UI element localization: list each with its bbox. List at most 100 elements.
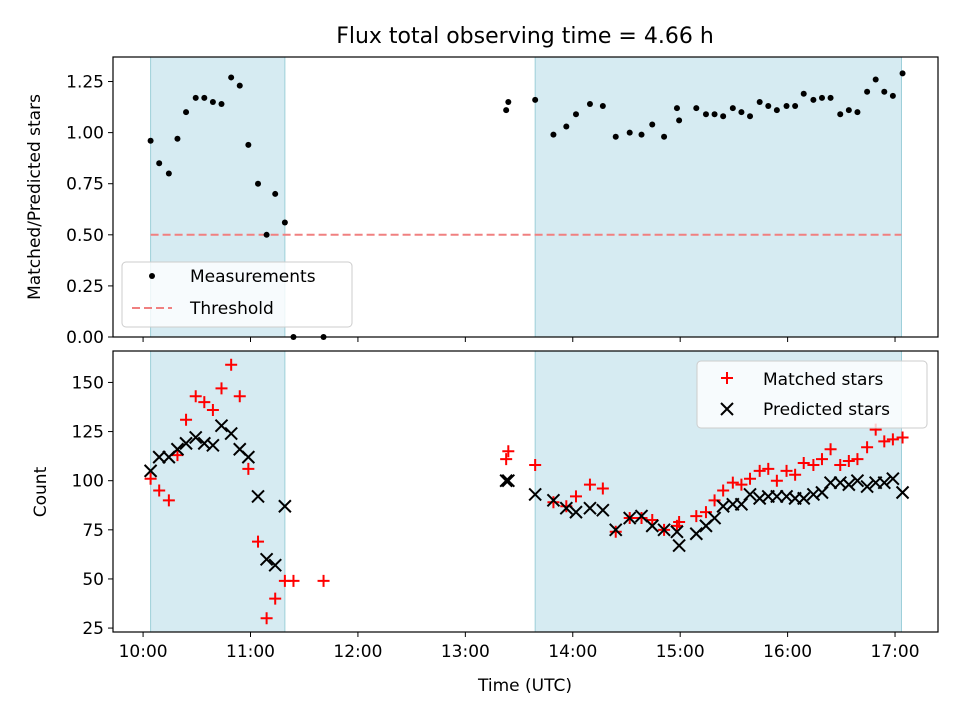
x-tick-label: 16:00 — [763, 642, 812, 662]
matched-stars-point — [171, 449, 184, 462]
measurements-point — [720, 113, 727, 120]
measurements-point — [783, 103, 790, 110]
measurements-point — [702, 111, 709, 118]
y-tick-label: 100 — [72, 472, 104, 492]
predicted-stars-point — [241, 450, 256, 464]
ratio-legend-box — [121, 261, 353, 328]
measurements-point — [192, 94, 199, 101]
matched-stars-point — [896, 431, 909, 444]
matched-stars-point — [500, 453, 513, 466]
measurements-point — [864, 88, 871, 95]
count-panel-frame — [112, 350, 939, 633]
predicted-stars-point — [622, 511, 637, 525]
matched-stars-point — [635, 512, 648, 525]
matched-stars-point — [673, 515, 686, 528]
x-tick-label: 12:00 — [333, 642, 382, 662]
x-tick-label: 15:00 — [656, 642, 705, 662]
predicted-stars-point — [609, 523, 623, 537]
matched-stars-point — [609, 525, 622, 538]
measurements-point — [183, 109, 190, 116]
matched-stars-point — [851, 453, 864, 466]
predicted-stars-point — [569, 505, 583, 519]
predicted-stars-point — [850, 473, 865, 488]
predicted-stars-point — [743, 487, 757, 502]
matched-stars-point — [569, 490, 582, 503]
measurements-point — [756, 98, 763, 105]
y-tick-label: 0.75 — [66, 175, 104, 195]
predicted-stars-point — [501, 473, 516, 488]
y-tick-label: 0.25 — [66, 277, 104, 297]
matched-stars-point — [206, 403, 219, 416]
predicted-stars-point — [143, 464, 158, 478]
matched-stars-point — [834, 458, 847, 471]
legend-matched-label: Matched stars — [763, 370, 883, 390]
measurements-point — [201, 94, 208, 101]
predicted-stars-point — [895, 485, 910, 500]
matched-stars-point — [317, 574, 330, 587]
legend-predicted-label: Predicted stars — [763, 400, 890, 420]
legend-threshold-label: Threshold — [189, 299, 274, 319]
ratio-panel: 0.00 0.25 0.50 0.75 1.00 1.25 Matched/Predict… — [25, 56, 939, 348]
measurements-point — [209, 98, 216, 105]
predicted-stars-point — [596, 503, 610, 517]
matched-stars-point — [144, 472, 157, 485]
measurements-point — [586, 101, 593, 108]
x-tick-label: 10:00 — [119, 642, 168, 662]
measurements-point — [827, 94, 834, 101]
measurements-point — [676, 117, 683, 124]
matched-stars-point — [287, 574, 300, 587]
x-tick-label: 11:00 — [226, 642, 275, 662]
measurements-point — [729, 105, 736, 112]
matched-stars-point — [252, 535, 265, 548]
predicted-stars-point — [278, 499, 292, 513]
measurements-point — [255, 180, 262, 187]
y-tick-label: 150 — [72, 373, 104, 393]
predicted-stars-point — [170, 442, 185, 456]
measurements-point — [845, 107, 852, 114]
y-tick-label: 1.00 — [66, 124, 104, 144]
matched-stars-point — [233, 390, 246, 403]
matched-stars-point — [824, 443, 837, 456]
matched-stars-point — [180, 413, 193, 426]
measurements-point — [872, 76, 879, 83]
predicted-stars-point — [546, 493, 561, 508]
predicted-stars-point — [634, 509, 649, 523]
measurements-point — [156, 160, 163, 167]
measurements-point — [550, 131, 557, 138]
matched-stars-point — [162, 494, 175, 507]
measurements-point — [711, 111, 718, 118]
predicted-stars-point — [583, 501, 597, 515]
legend-matched-marker — [721, 372, 733, 384]
shaded-interval — [150, 350, 286, 633]
matched-stars-point — [726, 476, 739, 489]
measurements-point — [889, 92, 896, 99]
predicted-stars-point — [689, 527, 704, 541]
measurements-point — [147, 137, 154, 144]
matched-stars-point — [242, 462, 255, 475]
predicted-stars-point — [206, 438, 220, 453]
ratio-y-axis-label: Matched/Predicted stars — [25, 94, 45, 300]
predicted-stars-point — [886, 472, 900, 486]
y-tick-label: 50 — [82, 570, 104, 590]
matched-stars-point — [596, 482, 609, 495]
predicted-stars-point — [224, 426, 238, 441]
measurements-point — [228, 74, 235, 81]
predicted-stars-point — [259, 552, 274, 567]
measurements-point — [738, 109, 745, 116]
count-legend-box — [696, 360, 928, 429]
matched-stars-point — [547, 496, 560, 509]
y-tick-label: 0.00 — [66, 328, 104, 348]
x-tick-label: 13:00 — [441, 642, 490, 662]
measurements-point — [854, 109, 861, 116]
measurements-point — [612, 133, 619, 140]
matched-stars-point — [797, 457, 810, 470]
measurements-point — [281, 219, 288, 226]
predicted-stars-point — [189, 430, 203, 445]
predicted-stars-point — [152, 450, 166, 464]
measurements-point — [532, 96, 539, 103]
predicted-stars-point — [860, 479, 874, 494]
measurements-point — [218, 101, 225, 108]
predicted-stars-point — [528, 487, 542, 502]
measurements-point — [505, 98, 512, 105]
ratio-panel-frame — [112, 56, 939, 338]
